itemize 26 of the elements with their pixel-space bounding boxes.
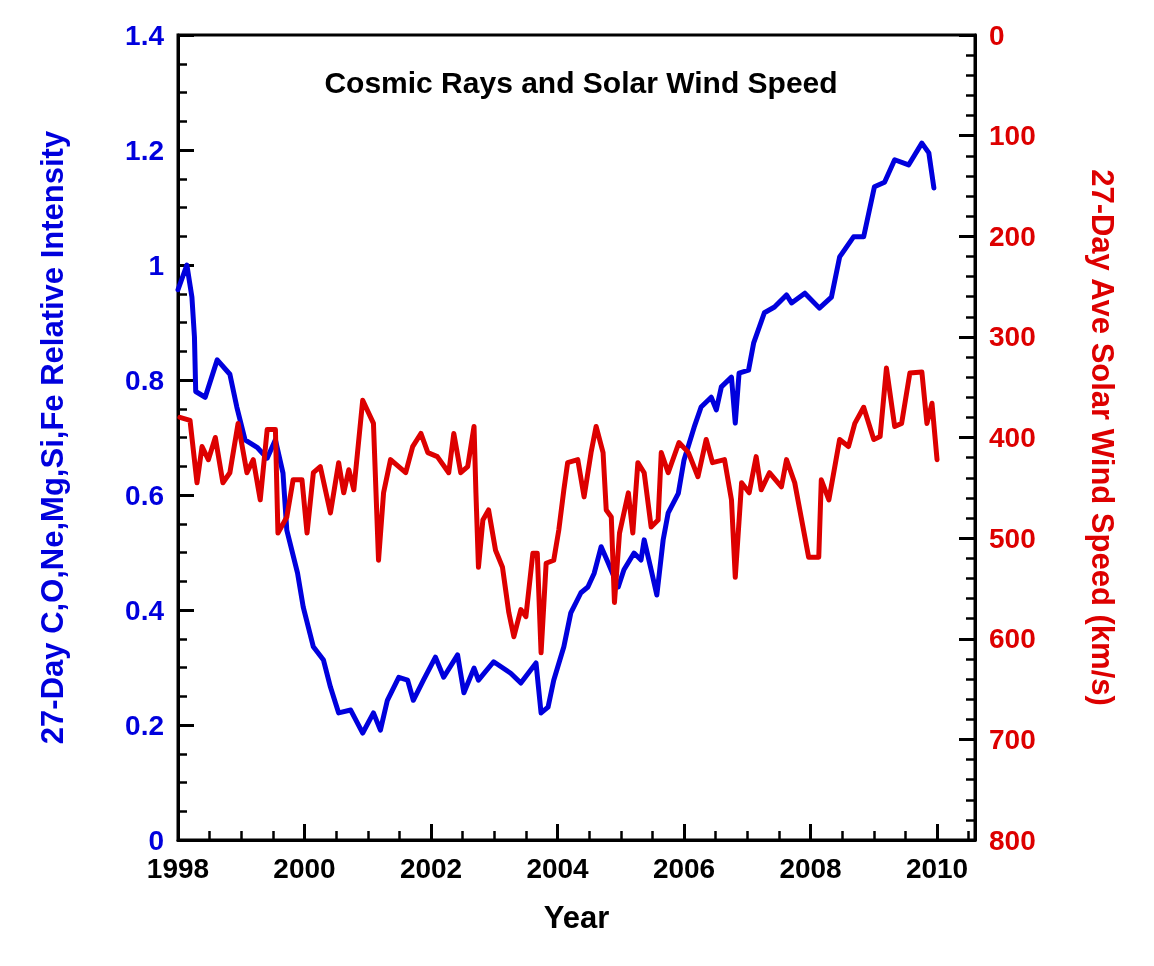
y2-tick-label: 300 [989, 321, 1036, 353]
y-tick-label: 1 [148, 249, 164, 281]
x-tick-label: 2000 [273, 852, 336, 884]
x-tick-label: 2006 [652, 852, 716, 884]
y2-tick-label: 500 [989, 522, 1036, 554]
y2-tick-label: 0 [989, 19, 1005, 51]
y-tick-label: 0.6 [125, 479, 164, 511]
y-tick-label: 0.2 [125, 709, 164, 741]
x-tick-label: 2010 [905, 852, 969, 884]
x-tick-label: 2002 [399, 852, 463, 884]
y2-tick-label: 700 [989, 723, 1036, 755]
y-tick-label: 0.8 [125, 364, 164, 396]
y2-axis-title: 27-Day Ave Solar Wind Speed (km/s) [1085, 169, 1120, 706]
y2-tick-label: 200 [989, 220, 1036, 252]
x-tick-label: 2008 [779, 852, 842, 884]
y-axis-title: 27-Day C,O,Ne,Mg,Si,Fe Relative Intensity [35, 130, 70, 745]
y2-tick-label: 100 [989, 120, 1036, 152]
y-tick-label: 0.4 [125, 594, 165, 626]
y2-tick-label: 600 [989, 623, 1036, 655]
y-tick-label: 1.2 [125, 134, 164, 166]
y2-tick-label: 800 [989, 824, 1036, 856]
x-axis-title: Year [543, 900, 610, 935]
x-tick-label: 2004 [526, 852, 590, 884]
y-tick-label: 1.4 [125, 19, 165, 51]
y2-tick-label: 400 [989, 422, 1036, 453]
text: Cosmic Rays and Solar Wind Speed [324, 65, 838, 99]
